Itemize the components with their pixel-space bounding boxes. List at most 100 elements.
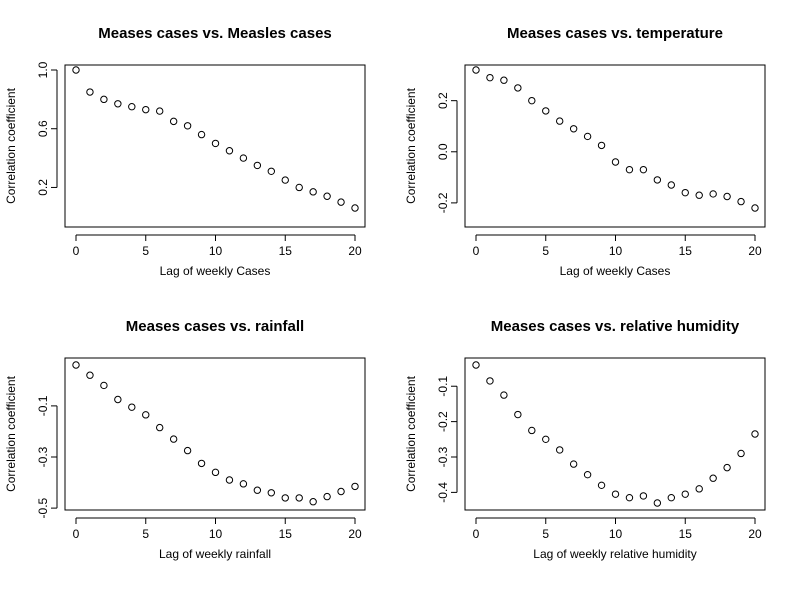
x-tick-label: 15 [279,244,293,258]
x-axis-label: Lag of weekly relative humidity [533,547,696,561]
data-point [556,446,564,454]
y-axis-label: Correlation coefficient [404,375,418,492]
y-tick-label: -0.1 [36,395,50,416]
x-tick-label: 10 [209,527,223,541]
data-point [211,139,220,148]
data-point [472,361,480,369]
data-point [723,463,731,472]
panel-2: Meases cases vs. temperature 0 5 10 15 20 -0.2… [404,25,766,278]
data-point [281,494,289,502]
data-point [295,183,303,192]
x-tick-label: 5 [542,527,549,541]
x-tick-label: 20 [748,527,762,541]
data-point [86,371,94,379]
y-tick-label: -0.3 [436,446,450,467]
x-tick-label: 0 [473,244,480,258]
data-point [225,476,234,484]
data-point [611,490,620,498]
x-tick-label: 10 [209,244,223,258]
panel-4: Meases cases vs. relative humidity 0 5 10 15… [404,318,766,561]
y-axis-label: Correlation coefficient [4,87,18,204]
plot-frame [64,357,366,511]
y-tick-label: 0.6 [36,120,50,137]
data-point [695,191,703,199]
data-point [681,490,689,498]
x-tick-label: 20 [348,244,362,258]
chart-title: Meases cases vs. Measles cases [98,25,332,42]
data-point [169,435,178,443]
data-point [597,141,606,150]
data-point [323,192,331,200]
x-tick-label: 10 [609,527,623,541]
y-axis-label: Correlation coefficient [4,375,18,492]
data-point [597,481,606,490]
x-tick-label: 0 [73,244,80,258]
y-tick-label: -0.4 [436,482,450,503]
plot-frame [464,64,766,228]
x-axis-label: Lag of weekly Cases [160,264,271,278]
y-tick-label: 0.0 [436,143,450,160]
data-point [309,188,317,196]
data-point [72,66,80,74]
data-point [225,147,234,155]
data-point [267,167,275,175]
x-tick-label: 0 [473,527,480,541]
panel-1: Meases cases vs. Measles cases 0 5 10 15 20 0.… [4,25,366,278]
data-point [695,485,703,493]
data-point [128,403,136,411]
data-point [351,204,359,212]
data-point [737,197,745,206]
data-point [569,460,578,468]
data-point [211,468,220,477]
x-tick-label: 20 [348,527,362,541]
data-point [183,122,192,130]
chart-title: Meases cases vs. rainfall [126,318,304,335]
data-point [542,435,550,444]
x-tick-label: 10 [609,244,623,258]
y-tick-label: -0.5 [36,497,50,518]
data-point [281,176,289,184]
data-point [169,117,178,126]
x-tick-label: 15 [279,527,293,541]
data-point [639,492,648,500]
data-point [639,165,648,174]
data-point [583,470,592,479]
data-point [569,125,578,133]
data-point [253,486,262,494]
data-point [114,100,122,108]
data-point [351,482,359,491]
y-tick-label: -0.1 [436,376,450,397]
data-point [239,480,248,488]
x-axis-label: Lag of weekly rainfall [159,547,271,561]
data-point [86,88,94,96]
data-point [309,498,317,506]
x-tick-label: 20 [748,244,762,258]
data-point [156,107,164,115]
plot-frame [464,357,766,511]
data-point [667,493,675,502]
data-point [653,176,662,184]
data-point [253,161,262,170]
data-point [486,377,494,385]
data-point [337,487,345,496]
x-tick-label: 0 [73,527,80,541]
data-point [751,430,759,438]
data-point [737,449,745,458]
y-tick-label: -0.2 [436,411,450,432]
data-point [114,395,122,404]
data-point [197,459,206,468]
data-point [128,103,136,111]
data-point [100,95,108,104]
data-point [667,181,675,189]
panel-3: Meases cases vs. rainfall 0 5 10 15 20 -0.5 -0.… [4,318,366,561]
data-point [611,158,620,166]
data-point [542,107,550,115]
x-tick-label: 15 [679,244,693,258]
x-tick-label: 5 [142,244,149,258]
data-point [156,423,164,432]
y-tick-label: 0.2 [436,92,450,109]
data-point [625,165,634,174]
data-point [681,188,689,197]
data-point [709,190,717,198]
